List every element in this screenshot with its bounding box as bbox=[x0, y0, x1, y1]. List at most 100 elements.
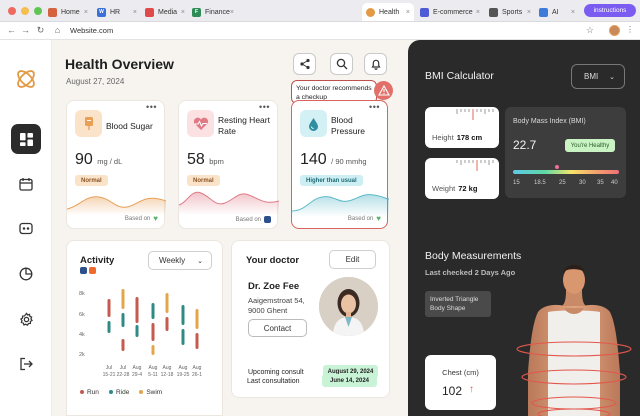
x-tick-label: Aug bbox=[133, 365, 142, 371]
search-button[interactable] bbox=[330, 53, 353, 75]
tab-health[interactable]: Health × bbox=[362, 3, 414, 21]
chest-measurement[interactable]: Chest (cm) 102 ↑ bbox=[425, 355, 496, 410]
browser-profile-avatar[interactable] bbox=[609, 25, 620, 36]
more-options-icon[interactable]: ••• bbox=[369, 102, 380, 112]
close-tab-icon[interactable]: × bbox=[475, 8, 480, 16]
bmi-status-badge: You're Healthy bbox=[565, 139, 615, 152]
chevron-down-icon: ⌄ bbox=[197, 257, 203, 265]
activity-bar bbox=[107, 299, 111, 317]
sports-favicon-icon bbox=[489, 7, 498, 17]
metric-unit: / 90 mmhg bbox=[331, 157, 367, 166]
height-field[interactable]: Height 178 cm bbox=[425, 107, 499, 148]
data-source: Based on bbox=[236, 216, 271, 223]
metric-name: Blood Pressure bbox=[331, 115, 366, 136]
bmi-scale-bar bbox=[513, 170, 619, 174]
sidebar-item-calendar[interactable] bbox=[11, 169, 41, 199]
close-tab-icon[interactable]: × bbox=[132, 8, 137, 16]
bookmark-star-icon[interactable]: ☆ bbox=[585, 25, 594, 35]
tab-finance[interactable]: F Finance × bbox=[188, 3, 238, 21]
period-select[interactable]: Weekly ⌄ bbox=[148, 251, 212, 270]
metric-value: 90 mg / dL bbox=[75, 151, 122, 169]
edit-doctor-button[interactable]: Edit bbox=[329, 250, 376, 269]
forward-icon[interactable]: → bbox=[21, 25, 30, 35]
calendar-icon bbox=[19, 178, 33, 191]
metric-name: Blood Sugar bbox=[106, 121, 153, 131]
doctor-card-title: Your doctor bbox=[246, 255, 300, 266]
activity-bar bbox=[121, 339, 125, 351]
share-button[interactable] bbox=[293, 53, 316, 75]
status-badge: Normal bbox=[75, 175, 108, 186]
right-panel: BMI Calculator BMI ⌄ Height 178 cm Weight 7… bbox=[408, 40, 640, 416]
blood-sugar-trend-graph bbox=[67, 196, 166, 215]
x-tick-label: 15-21 bbox=[103, 372, 116, 378]
bmi-select[interactable]: BMI ⌄ bbox=[571, 64, 625, 89]
blood-pressure-card[interactable]: Blood Pressure ••• 140 / 90 mmhg Higher … bbox=[291, 100, 389, 229]
app-logo-icon[interactable] bbox=[11, 64, 41, 94]
sidebar-item-reports[interactable] bbox=[11, 259, 41, 289]
maximize-window-button[interactable] bbox=[34, 7, 42, 15]
more-options-icon[interactable]: ••• bbox=[259, 102, 270, 112]
warning-icon[interactable] bbox=[374, 81, 393, 100]
data-source: Based on ♥ bbox=[348, 214, 381, 223]
x-tick-label: 5-11 bbox=[148, 372, 158, 378]
minimize-window-button[interactable] bbox=[21, 7, 29, 15]
close-tab-icon[interactable]: × bbox=[229, 8, 234, 16]
tab-media[interactable]: Media × bbox=[141, 3, 189, 21]
blood-sugar-card[interactable]: Blood Sugar ••• 90 mg / dL Normal Based … bbox=[66, 100, 166, 229]
activity-source-icons bbox=[80, 267, 96, 274]
heart-rate-icon bbox=[187, 110, 214, 137]
weight-field[interactable]: Weight 72 kg bbox=[425, 158, 499, 199]
logout-icon bbox=[20, 357, 33, 371]
url-field[interactable]: Website.com bbox=[70, 26, 114, 35]
contact-doctor-button[interactable]: Contact bbox=[248, 319, 307, 337]
sidebar-item-logout[interactable] bbox=[11, 349, 41, 379]
height-label-text: Height bbox=[432, 133, 454, 142]
home-icon[interactable]: ⌂ bbox=[54, 25, 61, 35]
tab-sports[interactable]: Sports × bbox=[485, 3, 535, 21]
x-tick-label: Aug bbox=[149, 365, 158, 371]
reload-icon[interactable]: ↻ bbox=[36, 25, 45, 35]
more-options-icon[interactable]: ••• bbox=[146, 102, 157, 112]
bmi-select-value: BMI bbox=[584, 72, 599, 81]
close-tab-icon[interactable]: × bbox=[570, 8, 575, 16]
health-favicon-icon bbox=[366, 7, 375, 17]
instructions-button[interactable]: instructions bbox=[584, 4, 636, 17]
status-badge: Higher than usual bbox=[300, 175, 363, 186]
doctor-card: Your doctor Edit Dr. Zoe Fee Aaigemstroa… bbox=[231, 240, 390, 398]
close-tab-icon[interactable]: × bbox=[405, 8, 410, 16]
tab-ecommerce[interactable]: E-commerce × bbox=[416, 3, 484, 21]
back-icon[interactable]: ← bbox=[7, 25, 16, 35]
body-measurements-title: Body Measurements bbox=[425, 250, 522, 262]
last-consult-date: June 14, 2024 bbox=[322, 374, 377, 387]
close-tab-icon[interactable]: × bbox=[83, 8, 88, 16]
x-tick-label: Aug bbox=[193, 365, 202, 371]
notifications-button[interactable] bbox=[364, 53, 387, 75]
sidebar-item-dashboard[interactable] bbox=[11, 124, 41, 154]
x-tick-label: 29-4 bbox=[132, 372, 142, 378]
close-tab-icon[interactable]: × bbox=[526, 8, 531, 16]
sidebar-item-settings[interactable] bbox=[11, 304, 41, 334]
tab-hr[interactable]: W HR × bbox=[93, 3, 141, 21]
close-window-button[interactable] bbox=[8, 7, 16, 15]
x-tick-label: 26-1 bbox=[192, 372, 202, 378]
tab-label: Finance bbox=[205, 8, 230, 16]
activity-bar bbox=[151, 303, 155, 319]
address-bar: ← → ↻ ⌂ Website.com ☆ ⋮ bbox=[0, 22, 640, 40]
body-shape-tag: Inverted Triangle Body Shape bbox=[425, 291, 491, 317]
finance-favicon-icon: F bbox=[192, 7, 201, 17]
activity-bar bbox=[195, 309, 199, 329]
tab-label: Home bbox=[61, 8, 80, 16]
based-on-label: Based on bbox=[124, 215, 151, 222]
sidebar-item-messages[interactable] bbox=[11, 214, 41, 244]
tab-home[interactable]: Home × bbox=[44, 3, 92, 21]
tab-ai[interactable]: AI × bbox=[535, 3, 579, 21]
ecommerce-favicon-icon bbox=[420, 7, 429, 17]
height-ruler-icon bbox=[456, 109, 494, 120]
heart-rate-card[interactable]: Resting Heart Rate ••• 58 bpm Normal Bas… bbox=[178, 100, 279, 229]
connected-app-icon bbox=[80, 267, 87, 274]
close-tab-icon[interactable]: × bbox=[180, 8, 185, 16]
activity-bar bbox=[181, 329, 185, 345]
browser-menu-icon[interactable]: ⋮ bbox=[626, 25, 634, 34]
page-title: Health Overview bbox=[65, 56, 174, 72]
weight-ruler-icon bbox=[456, 160, 494, 171]
